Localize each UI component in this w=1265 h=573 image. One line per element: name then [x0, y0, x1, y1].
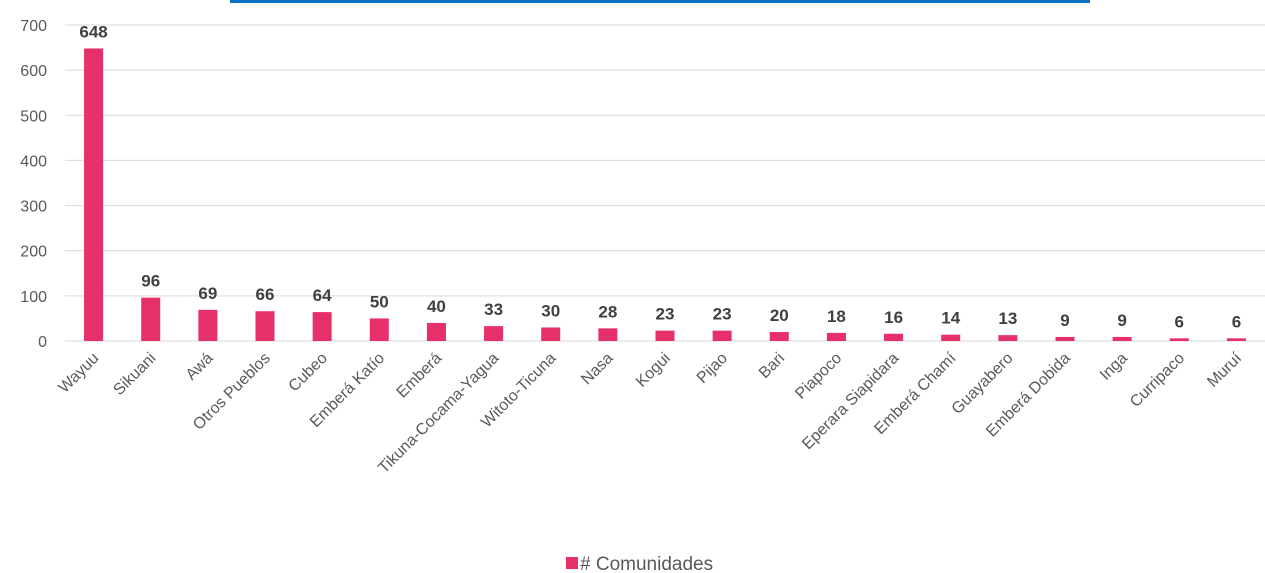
bar — [941, 334, 961, 341]
gridlines — [65, 24, 1265, 342]
data-label: 23 — [656, 305, 675, 324]
bar — [769, 331, 789, 341]
legend: # Comunidades — [566, 554, 713, 573]
x-tick-label: Inga — [1097, 350, 1131, 384]
data-label: 50 — [370, 292, 389, 311]
bar — [426, 322, 446, 341]
x-tick-label: Nasa — [578, 350, 617, 389]
data-label: 9 — [1117, 311, 1126, 330]
bar — [1169, 338, 1189, 341]
data-label: 30 — [541, 301, 560, 320]
bar — [369, 318, 389, 341]
bar — [198, 309, 218, 341]
data-label: 64 — [313, 286, 332, 305]
data-label: 14 — [941, 309, 960, 328]
bar — [484, 326, 504, 341]
x-tick-label: Piapoco — [792, 350, 845, 403]
data-label: 13 — [998, 309, 1017, 328]
x-tick-label: Cubeo — [286, 350, 331, 395]
x-tick-label: Eperara Siapidara — [799, 350, 902, 453]
data-label: 69 — [198, 284, 217, 303]
data-label: 16 — [884, 308, 903, 327]
x-tick-label: Emberá — [394, 350, 446, 402]
data-label: 66 — [256, 285, 275, 304]
y-tick-label: 600 — [20, 63, 47, 80]
y-tick-label: 0 — [38, 334, 47, 351]
y-tick-label: 100 — [20, 289, 47, 306]
y-tick-label: 700 — [20, 18, 47, 35]
data-label: 6 — [1175, 312, 1184, 331]
x-tick-label: Muruí — [1204, 349, 1245, 390]
x-tick-label: Curripaco — [1127, 350, 1188, 411]
y-tick-label: 200 — [20, 244, 47, 261]
data-label: 23 — [713, 305, 732, 324]
bar — [598, 328, 618, 341]
x-tick-label: Sikuani — [110, 350, 159, 399]
bars — [84, 48, 1246, 342]
x-tick-label: Pijao — [694, 350, 731, 387]
bar — [655, 330, 675, 341]
bar — [826, 332, 846, 341]
bar — [998, 335, 1018, 341]
x-tick-label: Wayuu — [56, 350, 103, 397]
data-label: 33 — [484, 300, 503, 319]
bar — [1055, 336, 1075, 341]
bar — [312, 312, 332, 341]
bar — [541, 327, 561, 341]
data-label: 40 — [427, 297, 446, 316]
data-label: 6 — [1232, 312, 1241, 331]
bar — [1112, 336, 1132, 341]
data-label: 648 — [79, 22, 107, 41]
data-label: 96 — [141, 272, 160, 291]
y-tick-label: 400 — [20, 153, 47, 170]
y-tick-label: 500 — [20, 108, 47, 125]
bar — [712, 330, 732, 341]
x-tick-label: Bari — [756, 350, 788, 382]
bar — [141, 297, 161, 341]
y-tick-label: 300 — [20, 199, 47, 216]
data-label: 18 — [827, 307, 846, 326]
data-label: 28 — [598, 302, 617, 321]
x-tick-label: Kogui — [633, 350, 674, 391]
legend-label: # Comunidades — [580, 554, 713, 573]
y-axis: 0 100 200 300 400 500 600 700 — [20, 18, 47, 351]
legend-swatch — [566, 557, 578, 569]
x-tick-label: Awá — [183, 350, 217, 384]
bar — [84, 48, 104, 342]
data-label: 20 — [770, 306, 789, 325]
data-label: 9 — [1060, 311, 1069, 330]
bar — [255, 311, 275, 341]
bar — [884, 333, 904, 341]
title-bar — [230, 0, 1090, 3]
bar — [1226, 338, 1246, 341]
